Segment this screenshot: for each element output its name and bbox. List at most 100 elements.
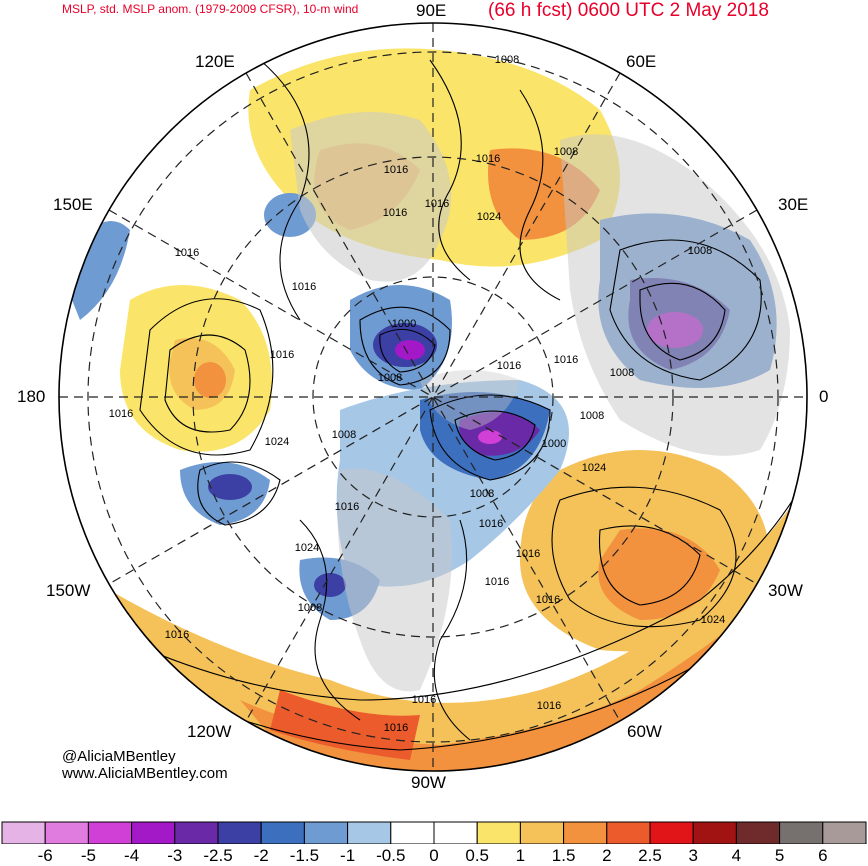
meridian-120e-60w — [245, 72, 621, 722]
colorbar-label: 0 — [429, 846, 439, 865]
colorbar-swatch — [779, 821, 824, 844]
colorbar-label: -2 — [253, 846, 269, 865]
cold-anomaly-canada-core — [314, 573, 346, 597]
meridian-60e-120w — [245, 72, 621, 722]
colorbar-label: 1 — [515, 846, 526, 865]
colorbar-label: -1.5 — [289, 846, 320, 865]
colorbar-swatch — [303, 821, 349, 844]
isobar-label: 1008 — [554, 146, 578, 158]
isobar-label: 1016 — [485, 576, 509, 588]
colorbar — [1, 821, 867, 844]
isobar-label: 1016 — [516, 548, 540, 560]
isobar-label: 1016 — [479, 518, 503, 530]
lon-label-90w: 90W — [411, 773, 446, 792]
isobar-canada-1 — [299, 519, 361, 721]
colorbar-swatch — [606, 821, 651, 844]
lon-label-120e: 120E — [195, 52, 235, 71]
isobar-label: 1016 — [384, 164, 408, 176]
lon-label-60w: 60W — [627, 722, 662, 741]
warm-anomaly-pacific-core — [194, 362, 226, 398]
cold-anomaly-bering-core — [208, 474, 252, 500]
isobar-label: 1016 — [335, 501, 359, 513]
colorbar-swatch — [476, 821, 521, 844]
colorbar-swatch — [735, 821, 781, 844]
isobar-label: 1016 — [292, 281, 316, 293]
isobar-label: 1008 — [495, 54, 519, 66]
isobar-label: 1000 — [392, 318, 416, 330]
colorbar-swatch — [390, 821, 435, 844]
isobar-label: 1024 — [295, 542, 319, 554]
lon-label-150w: 150W — [46, 581, 91, 600]
isobar-label: 1024 — [701, 614, 725, 626]
graticule — [59, 23, 807, 771]
warm-anomaly-pacific-core — [270, 690, 420, 760]
colorbar-label: 1.5 — [551, 846, 576, 865]
colorbar-swatch — [217, 821, 262, 844]
colorbar-swatch — [347, 821, 392, 844]
isobar-label: 1016 — [165, 629, 189, 641]
colorbar-label: 5 — [774, 846, 785, 865]
colorbar-label: 3 — [688, 846, 698, 865]
land-siberia — [290, 112, 452, 282]
isobar-label: 1008 — [580, 410, 604, 422]
colorbar-label: -0.5 — [376, 846, 406, 865]
isobar-label: 1016 — [109, 408, 133, 420]
isobar-label: 1016 — [425, 198, 449, 210]
colorbar-label: 2 — [602, 846, 612, 865]
isobar-label: 1016 — [270, 349, 294, 361]
isobar-label: 1024 — [265, 436, 289, 448]
isobar-label: 1024 — [582, 462, 606, 474]
colorbar-swatch — [260, 821, 305, 844]
colorbar-swatch — [519, 821, 565, 844]
isobar-label: 1008 — [332, 429, 356, 441]
isobar-label: 1008 — [298, 602, 322, 614]
colorbar-label: -2.5 — [203, 846, 233, 865]
colorbar-label: -4 — [124, 846, 140, 865]
isobar-siberia-2 — [429, 59, 471, 281]
map-border — [58, 22, 808, 772]
colorbar-swatch — [563, 821, 608, 844]
colorbar-swatch — [649, 821, 694, 844]
colorbar-label: -5 — [80, 846, 96, 865]
latitude-circle-1 — [312, 276, 554, 518]
isobar-label: 1016 — [497, 360, 521, 372]
isobar-atlantic-low-inner — [454, 410, 536, 461]
colorbar-label: 6 — [818, 846, 828, 865]
isobar-label: 1008 — [470, 488, 494, 500]
isobar-eurasia-low — [609, 239, 762, 381]
isobar-atlantic-low — [429, 394, 551, 481]
isobar-azores-high-inner — [598, 525, 701, 606]
polar-map: 1008 1016 1008 1016 1016 1016 1024 1016 … — [58, 22, 808, 772]
colorbar-swatch — [1, 821, 46, 844]
meridian-30e-150w — [108, 209, 758, 585]
map-title: MSLP, std. MSLP anom. (1979-2009 CFSR), … — [62, 2, 359, 16]
isobar-labels: 1008 1016 1008 1016 1016 1016 1024 1016 … — [109, 54, 725, 734]
isobar-russia-1 — [519, 89, 561, 301]
colorbar-label: 4 — [731, 846, 742, 865]
colorbar-swatch — [174, 821, 219, 844]
colorbar-label: 0.5 — [465, 846, 490, 865]
colorbar-swatch — [87, 821, 133, 844]
isobar-label: 1016 — [412, 694, 436, 706]
isobar-us-1 — [433, 519, 471, 741]
isobar-label: 1024 — [477, 211, 501, 223]
land-greenland — [420, 370, 520, 430]
forecast-time: (66 h fcst) 0600 UTC 2 May 2018 — [488, 0, 769, 21]
lon-label-0: 0 — [819, 387, 829, 406]
colorbar-swatch — [131, 821, 176, 844]
isobar-bering-low — [197, 461, 281, 526]
cold-anomaly-arctic-core — [395, 340, 425, 360]
colorbar-swatch — [692, 821, 737, 844]
isobar-label: 1000 — [542, 438, 566, 450]
colorbar-label: -1 — [340, 846, 356, 865]
colorbar-label: 2.5 — [638, 846, 662, 865]
latitude-circle-2 — [192, 156, 674, 638]
isobar-label: 1016 — [536, 594, 560, 606]
cold-anomaly-atlantic-peak — [478, 430, 502, 444]
isobar-pacific-high — [139, 298, 274, 456]
lon-label-150e: 150E — [53, 195, 93, 214]
credit-handle: @AliciaMBentley — [62, 748, 176, 765]
credit-website: www.AliciaMBentley.com — [62, 765, 228, 782]
isobar-label: 1008 — [378, 372, 402, 384]
colorbar-swatch — [44, 821, 89, 844]
